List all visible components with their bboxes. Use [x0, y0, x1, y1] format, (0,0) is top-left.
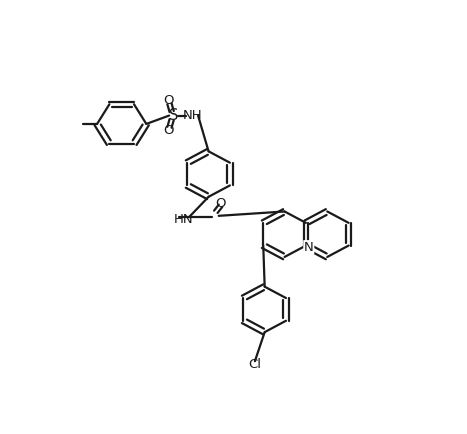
Text: Cl: Cl: [248, 358, 262, 371]
Text: S: S: [169, 108, 178, 123]
Text: O: O: [163, 124, 174, 137]
Text: O: O: [163, 94, 174, 107]
Text: O: O: [215, 197, 226, 210]
Text: NH: NH: [183, 109, 202, 122]
Text: HN: HN: [173, 213, 193, 226]
Text: N: N: [304, 241, 314, 254]
